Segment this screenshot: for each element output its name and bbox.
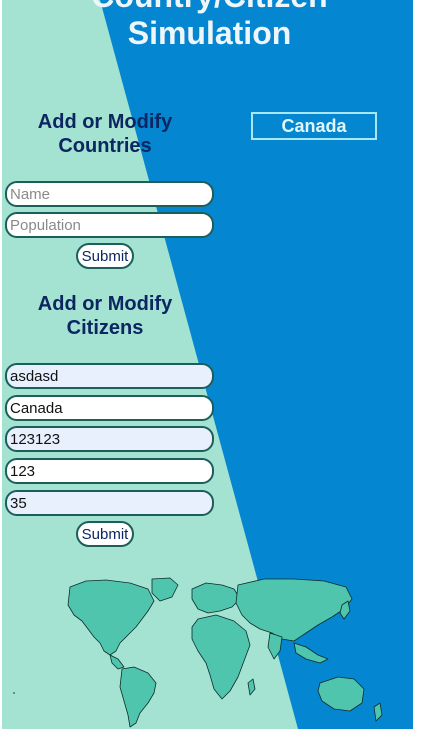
country-name-input[interactable] xyxy=(5,181,214,207)
greenland-landmass xyxy=(151,577,179,602)
page-title: Country/Citizen Simulation xyxy=(2,0,413,52)
page-title-line-2: Simulation xyxy=(127,15,292,51)
central-america-landmass xyxy=(109,654,125,670)
citizens-heading-line-2: Citizens xyxy=(66,317,144,339)
citizens-heading-line-1: Add or Modify xyxy=(37,293,173,315)
app-window: Country/Citizen Simulation Add or Modify… xyxy=(2,0,413,729)
india-landmass xyxy=(267,632,283,660)
citizen-submit-button[interactable]: Submit xyxy=(76,521,134,547)
southeast-asia-landmass xyxy=(293,642,329,664)
countries-form-heading: Add or Modify Countries xyxy=(6,110,204,158)
country-population-input[interactable] xyxy=(5,212,214,238)
country-list-item-canada[interactable]: Canada xyxy=(251,112,377,140)
africa-landmass xyxy=(191,614,251,700)
citizen-field-2[interactable] xyxy=(5,395,214,421)
north-america-landmass xyxy=(67,579,155,656)
madagascar-landmass xyxy=(247,678,256,696)
australia-landmass xyxy=(317,676,365,712)
world-map-illustration xyxy=(13,577,383,728)
countries-heading-line-2: Countries xyxy=(58,135,152,157)
south-america-landmass xyxy=(119,666,157,728)
citizen-field-1[interactable] xyxy=(5,363,214,389)
citizen-field-3[interactable] xyxy=(5,426,214,452)
map-island-dot xyxy=(13,692,15,694)
citizen-field-5[interactable] xyxy=(5,490,214,516)
page-title-line-1: Country/Citizen xyxy=(2,0,413,15)
europe-landmass xyxy=(191,582,241,614)
citizen-field-4[interactable] xyxy=(5,458,214,484)
japan-landmass xyxy=(339,600,351,620)
citizens-form-heading: Add or Modify Citizens xyxy=(6,292,204,340)
asia-landmass xyxy=(235,578,353,642)
new-zealand-landmass xyxy=(373,702,383,722)
country-submit-button[interactable]: Submit xyxy=(76,243,134,269)
countries-heading-line-1: Add or Modify xyxy=(37,111,173,133)
